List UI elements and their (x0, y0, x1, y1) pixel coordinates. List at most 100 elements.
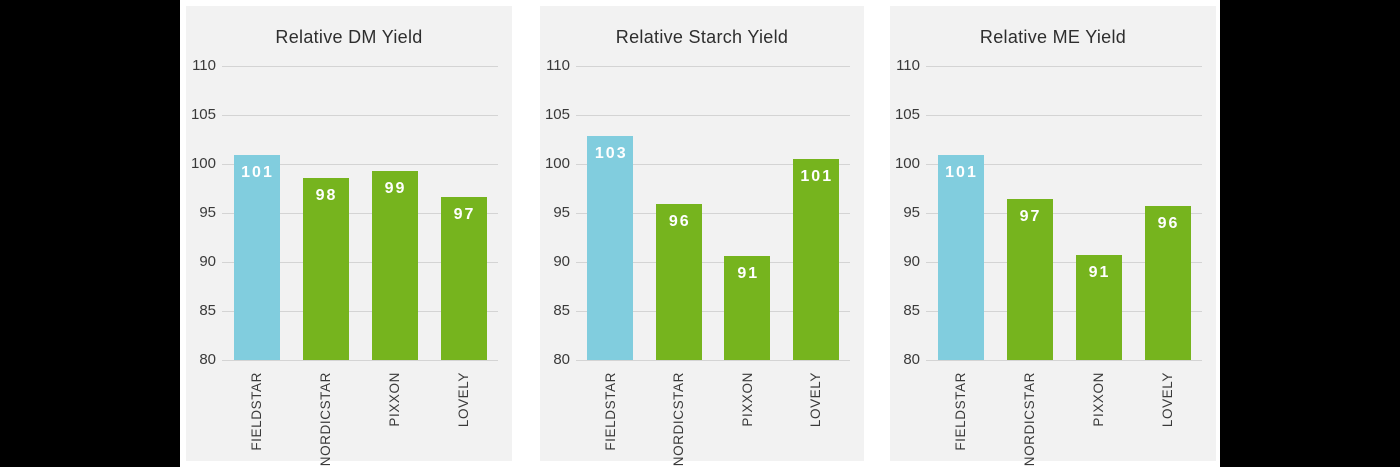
x-label-fieldstar: FIELDSTAR (602, 372, 618, 451)
gridline-80 (576, 360, 850, 361)
y-tick-105: 105 (894, 106, 920, 123)
bar-value-label: 91 (737, 265, 760, 283)
bar-pixxon: 91 (724, 256, 771, 360)
y-tick-110: 110 (896, 57, 920, 74)
y-tick-80: 80 (903, 351, 920, 368)
bar-value-label: 98 (315, 186, 338, 204)
y-tick-100: 100 (190, 155, 216, 172)
gridline-80 (926, 360, 1202, 361)
bar-value-label: 101 (800, 168, 834, 186)
gridline-100 (926, 164, 1202, 165)
y-tick-85: 85 (553, 302, 570, 319)
chart-title: Relative DM Yield (275, 27, 423, 47)
bars-group: 101 98 99 97 (222, 66, 498, 360)
bar-nordicstar: 96 (655, 204, 702, 360)
x-label-slot: LOVELY (429, 372, 498, 467)
gridline-90 (926, 262, 1202, 263)
bar-pixxon: 91 (1075, 255, 1122, 360)
y-tick-85: 85 (199, 302, 216, 319)
x-label-slot: NORDICSTAR (995, 372, 1064, 467)
chart-panel-me-yield: Relative ME Yield 80 85 90 95 100 105 110 101 97… (890, 6, 1216, 466)
gridline-110 (926, 66, 1202, 67)
x-label-slot: FIELDSTAR (222, 372, 291, 467)
chart-title: Relative Starch Yield (615, 27, 789, 47)
x-label-slot: PIXXON (1064, 372, 1133, 467)
y-tick-110: 110 (192, 57, 216, 74)
bar-lovely: 96 (1144, 206, 1191, 360)
bar-value-label: 103 (594, 144, 628, 162)
gridline-80 (222, 360, 498, 361)
chart-plot: 80 85 90 95 100 105 110 101 98 99 97 (186, 57, 512, 368)
x-label-slot: PIXXON (360, 372, 429, 467)
y-tick-85: 85 (903, 302, 920, 319)
gridline-95 (222, 213, 498, 214)
x-axis-labels: FIELDSTAR NORDICSTAR PIXXON LOVELY (222, 372, 498, 467)
gridline-95 (576, 213, 850, 214)
x-label-pixxon: PIXXON (739, 372, 755, 427)
gridline-105 (576, 115, 850, 116)
y-tick-90: 90 (199, 253, 216, 270)
gridline-110 (576, 66, 850, 67)
x-label-fieldstar: FIELDSTAR (953, 372, 968, 451)
bar-lovely: 101 (792, 159, 839, 360)
bar-value-label: 97 (453, 206, 476, 224)
chart-plot: 80 85 90 95 100 105 110 101 97 91 96 (890, 57, 1216, 368)
gridline-105 (222, 115, 498, 116)
bar-pixxon: 99 (371, 170, 418, 360)
bar-nordicstar: 97 (1006, 199, 1053, 360)
chart-panel-dm-yield: Relative DM Yield 80 85 90 95 100 105 110 101 98… (186, 6, 512, 466)
x-label-pixxon: PIXXON (387, 372, 402, 427)
bar-lovely: 97 (440, 197, 487, 360)
gridline-105 (926, 115, 1202, 116)
bar-value-label: 91 (1088, 264, 1111, 282)
x-label-pixxon: PIXXON (1091, 372, 1106, 427)
bar-value-label: 96 (668, 213, 691, 231)
x-label-slot: LOVELY (1133, 372, 1202, 467)
y-tick-105: 105 (544, 106, 570, 123)
bar-value-label: 99 (384, 179, 407, 197)
charts-canvas: Relative DM Yield 80 85 90 95 100 105 110 101 98… (180, 0, 1220, 467)
chart-plot: 80 85 90 95 100 105 110 103 96 91 101 (540, 57, 864, 368)
y-tick-105: 105 (190, 106, 216, 123)
bar-value-label: 101 (945, 164, 978, 182)
x-label-lovely: LOVELY (1160, 372, 1175, 428)
gridline-85 (926, 311, 1202, 312)
x-label-fieldstar: FIELDSTAR (249, 372, 264, 451)
bar-value-label: 96 (1157, 215, 1180, 233)
y-tick-95: 95 (903, 204, 920, 221)
y-tick-100: 100 (894, 155, 920, 172)
bar-nordicstar: 98 (302, 177, 349, 360)
x-label-slot: NORDICSTAR (645, 372, 714, 467)
gridline-100 (222, 164, 498, 165)
x-axis-labels: FIELDSTAR NORDICSTAR PIXXON LOVELY (576, 372, 850, 467)
y-tick-80: 80 (553, 351, 570, 368)
gridline-110 (222, 66, 498, 67)
x-label-lovely: LOVELY (456, 372, 471, 428)
y-tick-90: 90 (903, 253, 920, 270)
bar-fieldstar: 101 (937, 155, 984, 360)
gridline-90 (222, 262, 498, 263)
gridline-100 (576, 164, 850, 165)
bar-fieldstar: 103 (587, 135, 634, 360)
gridline-95 (926, 213, 1202, 214)
x-label-slot: NORDICSTAR (291, 372, 360, 467)
y-tick-110: 110 (546, 57, 570, 74)
bar-value-label: 101 (241, 164, 274, 182)
bars-group: 101 97 91 96 (926, 66, 1202, 360)
x-label-slot: FIELDSTAR (576, 372, 645, 467)
x-label-nordicstar: NORDICSTAR (318, 372, 333, 467)
y-tick-95: 95 (199, 204, 216, 221)
bar-fieldstar: 101 (233, 155, 280, 360)
y-tick-80: 80 (199, 351, 216, 368)
chart-panel-starch-yield: Relative Starch Yield 80 85 90 95 100 105 110 1… (540, 6, 864, 466)
gridline-85 (222, 311, 498, 312)
bars-group: 103 96 91 101 (576, 66, 850, 360)
gridline-85 (576, 311, 850, 312)
x-label-lovely: LOVELY (808, 372, 824, 428)
bar-value-label: 97 (1019, 208, 1042, 226)
y-tick-100: 100 (544, 155, 570, 172)
y-tick-95: 95 (553, 204, 570, 221)
x-label-nordicstar: NORDICSTAR (1022, 372, 1037, 467)
x-axis-labels: FIELDSTAR NORDICSTAR PIXXON LOVELY (926, 372, 1202, 467)
